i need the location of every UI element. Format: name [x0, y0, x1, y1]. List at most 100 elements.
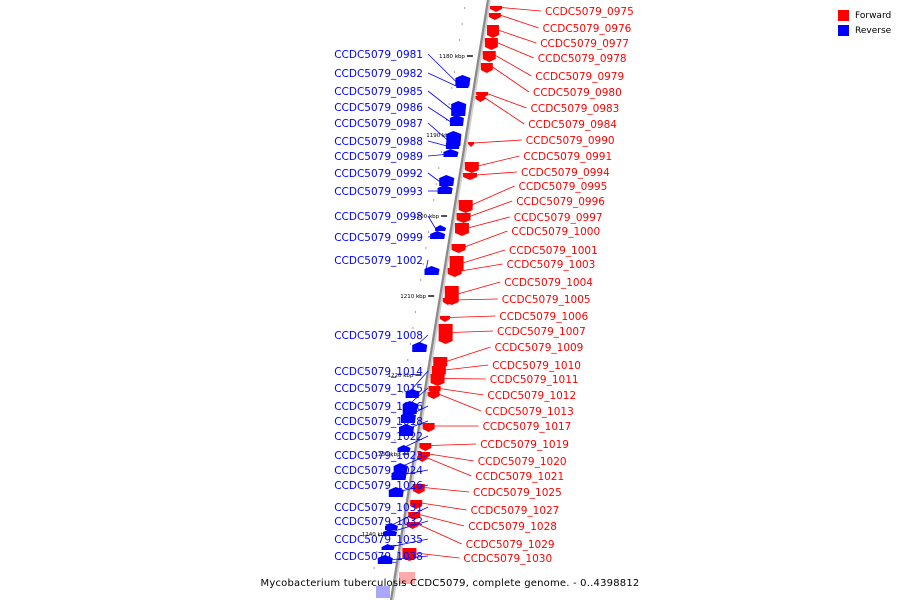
reverse-gene-label[interactable]: CCDC5079_1014: [334, 366, 423, 378]
forward-gene-label[interactable]: CCDC5079_1029: [466, 539, 555, 551]
reverse-gene-label[interactable]: CCDC5079_0998: [334, 211, 423, 223]
reverse-gene[interactable]: [424, 266, 440, 275]
forward-gene[interactable]: [427, 392, 440, 399]
forward-gene[interactable]: [463, 173, 478, 180]
forward-gene[interactable]: [482, 51, 496, 62]
reverse-gene[interactable]: [439, 175, 455, 186]
forward-gene-label[interactable]: CCDC5079_0984: [528, 119, 617, 131]
reverse-gene-label[interactable]: CCDC5079_1023: [334, 450, 423, 462]
forward-gene-label[interactable]: CCDC5079_1027: [471, 505, 560, 517]
reverse-gene-label[interactable]: CCDC5079_1016: [334, 401, 423, 413]
reverse-gene[interactable]: [430, 231, 446, 239]
reverse-gene-label[interactable]: CCDC5079_1024: [334, 465, 423, 477]
forward-gene[interactable]: [464, 162, 479, 173]
forward-gene-label[interactable]: CCDC5079_1030: [463, 553, 552, 565]
reverse-gene-label[interactable]: CCDC5079_1008: [334, 330, 423, 342]
forward-gene-label[interactable]: CCDC5079_1012: [487, 390, 576, 402]
reverse-gene[interactable]: [437, 185, 453, 194]
forward-gene-label[interactable]: CCDC5079_0979: [535, 71, 624, 83]
reverse-gene[interactable]: [449, 115, 464, 126]
reverse-gene-label[interactable]: CCDC5079_0989: [334, 151, 423, 163]
reverse-gene[interactable]: [412, 342, 428, 352]
reverse-gene-label[interactable]: CCDC5079_0986: [334, 102, 423, 114]
forward-gene[interactable]: [430, 374, 445, 386]
reverse-gene[interactable]: [455, 75, 471, 86]
forward-gene[interactable]: [422, 423, 435, 432]
forward-gene[interactable]: [458, 200, 473, 213]
forward-gene-label[interactable]: CCDC5079_1028: [468, 521, 557, 533]
reverse-gene-label[interactable]: CCDC5079_1022: [334, 431, 423, 443]
reverse-gene-label[interactable]: CCDC5079_1031: [334, 502, 423, 514]
forward-gene-label[interactable]: CCDC5079_1007: [497, 326, 586, 338]
forward-gene-label[interactable]: CCDC5079_1000: [511, 226, 600, 238]
reverse-gene-label[interactable]: CCDC5079_1035: [334, 534, 423, 546]
forward-gene-label[interactable]: CCDC5079_1017: [483, 421, 572, 433]
reverse-gene[interactable]: [377, 555, 393, 564]
forward-gene[interactable]: [451, 244, 466, 253]
reverse-gene-label[interactable]: CCDC5079_0992: [334, 168, 423, 180]
forward-gene-label[interactable]: CCDC5079_1005: [502, 294, 591, 306]
reverse-gene[interactable]: [400, 412, 416, 423]
reverse-gene-label[interactable]: CCDC5079_1018: [334, 416, 423, 428]
forward-gene-label[interactable]: CCDC5079_0991: [523, 151, 612, 163]
forward-gene-label[interactable]: CCDC5079_1013: [485, 406, 574, 418]
forward-gene[interactable]: [410, 500, 423, 509]
forward-gene[interactable]: [486, 25, 499, 38]
forward-gene-label[interactable]: CCDC5079_0977: [540, 38, 629, 50]
reverse-gene-label[interactable]: CCDC5079_1032: [334, 516, 423, 528]
forward-gene[interactable]: [454, 223, 469, 236]
forward-gene-label[interactable]: CCDC5079_1009: [495, 342, 584, 354]
forward-gene[interactable]: [439, 316, 450, 322]
reverse-gene-label[interactable]: CCDC5079_0988: [334, 136, 423, 148]
forward-gene-label[interactable]: CCDC5079_0997: [514, 212, 603, 224]
reverse-gene-label[interactable]: CCDC5079_0985: [334, 86, 423, 98]
forward-gene-label[interactable]: CCDC5079_1025: [473, 487, 562, 499]
forward-gene-label[interactable]: CCDC5079_0990: [526, 135, 615, 147]
forward-gene-label[interactable]: CCDC5079_1006: [499, 311, 588, 323]
forward-gene[interactable]: [468, 142, 475, 147]
reverse-gene[interactable]: [451, 101, 467, 116]
reverse-gene[interactable]: [445, 140, 460, 149]
forward-gene[interactable]: [417, 456, 428, 462]
reverse-gene-label[interactable]: CCDC5079_1038: [334, 551, 423, 563]
forward-gene-label[interactable]: CCDC5079_1019: [480, 439, 569, 451]
reverse-gene[interactable]: [397, 445, 411, 452]
reverse-gene[interactable]: [405, 389, 420, 398]
forward-gene[interactable]: [438, 324, 453, 344]
forward-gene[interactable]: [488, 13, 501, 20]
forward-gene[interactable]: [442, 298, 453, 305]
forward-gene-label[interactable]: CCDC5079_1011: [490, 374, 579, 386]
forward-gene-label[interactable]: CCDC5079_1003: [507, 259, 596, 271]
forward-gene-label[interactable]: CCDC5079_0996: [516, 196, 605, 208]
forward-gene[interactable]: [490, 6, 503, 12]
forward-gene-label[interactable]: CCDC5079_0975: [545, 6, 634, 18]
forward-gene[interactable]: [408, 512, 421, 520]
reverse-gene[interactable]: [398, 424, 414, 436]
reverse-gene-label[interactable]: CCDC5079_1026: [334, 480, 423, 492]
forward-gene-label[interactable]: CCDC5079_0983: [531, 103, 620, 115]
forward-gene[interactable]: [447, 268, 462, 277]
forward-gene-label[interactable]: CCDC5079_0976: [543, 23, 632, 35]
reverse-gene-label[interactable]: CCDC5079_0982: [334, 68, 423, 80]
forward-gene-label[interactable]: CCDC5079_0994: [521, 167, 610, 179]
reverse-gene-label[interactable]: CCDC5079_0993: [334, 186, 423, 198]
forward-gene[interactable]: [484, 38, 498, 50]
forward-gene[interactable]: [480, 63, 493, 73]
reverse-gene[interactable]: [384, 523, 398, 530]
reverse-gene[interactable]: [456, 82, 470, 88]
reverse-gene[interactable]: [435, 225, 447, 231]
forward-gene[interactable]: [419, 443, 432, 451]
forward-gene-label[interactable]: CCDC5079_0978: [538, 53, 627, 65]
forward-gene-label[interactable]: CCDC5079_1021: [475, 471, 564, 483]
reverse-gene[interactable]: [402, 401, 418, 414]
forward-gene-label[interactable]: CCDC5079_1020: [478, 456, 567, 468]
reverse-gene-label[interactable]: CCDC5079_1002: [334, 255, 423, 267]
reverse-gene-label[interactable]: CCDC5079_0999: [334, 232, 423, 244]
forward-gene[interactable]: [456, 213, 471, 223]
forward-gene[interactable]: [475, 96, 486, 102]
forward-gene-label[interactable]: CCDC5079_1010: [492, 360, 581, 372]
reverse-gene-label[interactable]: CCDC5079_1015: [334, 383, 423, 395]
reverse-gene[interactable]: [443, 149, 459, 157]
forward-gene-label[interactable]: CCDC5079_0995: [519, 181, 608, 193]
forward-gene-label[interactable]: CCDC5079_1004: [504, 277, 593, 289]
